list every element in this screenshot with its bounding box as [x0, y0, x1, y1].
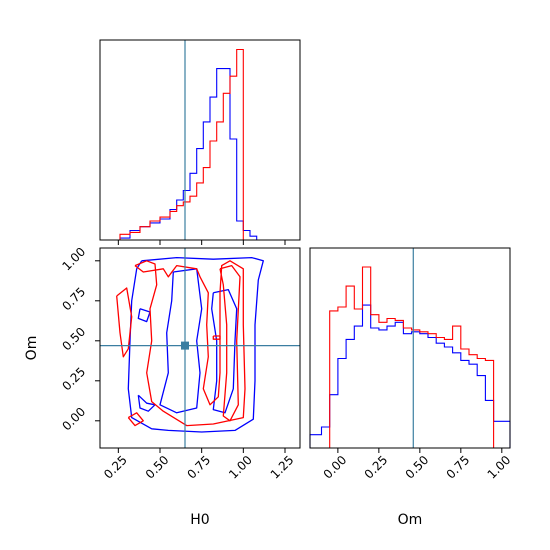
contour-red-1 [116, 287, 133, 358]
om-histogram-frame [309, 247, 511, 449]
h0-histogram-panel [99, 39, 301, 245]
om-histogram-series-red [310, 266, 510, 449]
contour-red-0 [134, 260, 246, 427]
om-axis-label: Om [24, 336, 40, 361]
contour-red-2 [219, 264, 241, 422]
om-x-axis-label: Om [398, 512, 423, 528]
om-histogram-series-blue [309, 304, 511, 448]
contour-blue-3 [137, 308, 151, 323]
h0-histogram-series-red [100, 48, 300, 241]
contour-blue-0 [127, 256, 264, 433]
contour-red-4 [212, 335, 221, 340]
h0-histogram-frame [99, 39, 301, 241]
contour-blue-2 [211, 288, 238, 414]
contour-frame [99, 247, 301, 449]
contour-blue-1 [159, 268, 203, 414]
contour-red-3 [127, 412, 144, 427]
contour-blue-4 [137, 394, 156, 412]
h0-axis-label: H0 [190, 512, 209, 528]
truth-marker [181, 341, 189, 350]
